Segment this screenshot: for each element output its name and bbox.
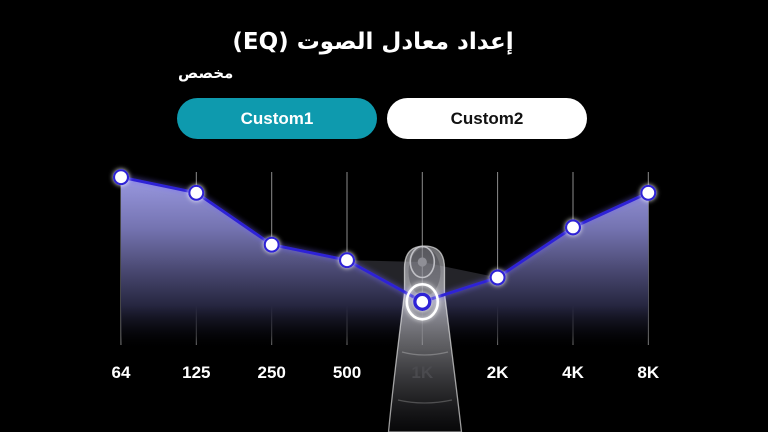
freq-label-4K: 4K — [562, 363, 584, 382]
eq-point-250[interactable] — [263, 236, 280, 253]
freq-label-64: 64 — [112, 363, 131, 382]
freq-label-125: 125 — [182, 363, 210, 382]
page-title: إعداد معادل الصوت (EQ) — [232, 29, 514, 55]
eq-points — [112, 169, 657, 311]
eq-area-fill — [121, 177, 649, 350]
tab-custom1[interactable]: Custom1 — [177, 98, 377, 139]
eq-point-8K[interactable] — [640, 184, 657, 201]
freq-label-500: 500 — [333, 363, 361, 382]
previous-position-indicator — [409, 245, 436, 279]
tab-custom2[interactable]: Custom2 — [387, 98, 587, 139]
eq-point-4K[interactable] — [564, 219, 582, 236]
custom-section-label: مخصص — [178, 64, 234, 82]
eq-point-1K[interactable] — [413, 292, 432, 311]
eq-point-2K[interactable] — [489, 269, 506, 286]
selected-point-ring — [405, 282, 440, 321]
previous-position-dot — [417, 257, 427, 267]
preset-tabs: Custom1 Custom2 — [177, 98, 587, 139]
eq-point-125[interactable] — [188, 184, 205, 201]
eq-curve-line — [119, 175, 650, 304]
frequency-labels: 64 125 250 500 1K 2K 4K 8K — [112, 363, 660, 382]
freq-label-250: 250 — [258, 363, 286, 382]
previous-position-ring — [409, 245, 436, 279]
eq-point-500[interactable] — [338, 252, 356, 269]
freq-label-8K: 8K — [637, 363, 659, 382]
eq-point-64[interactable] — [112, 169, 130, 186]
freq-label-1K: 1K — [411, 363, 433, 382]
freq-label-2K: 2K — [487, 363, 509, 382]
